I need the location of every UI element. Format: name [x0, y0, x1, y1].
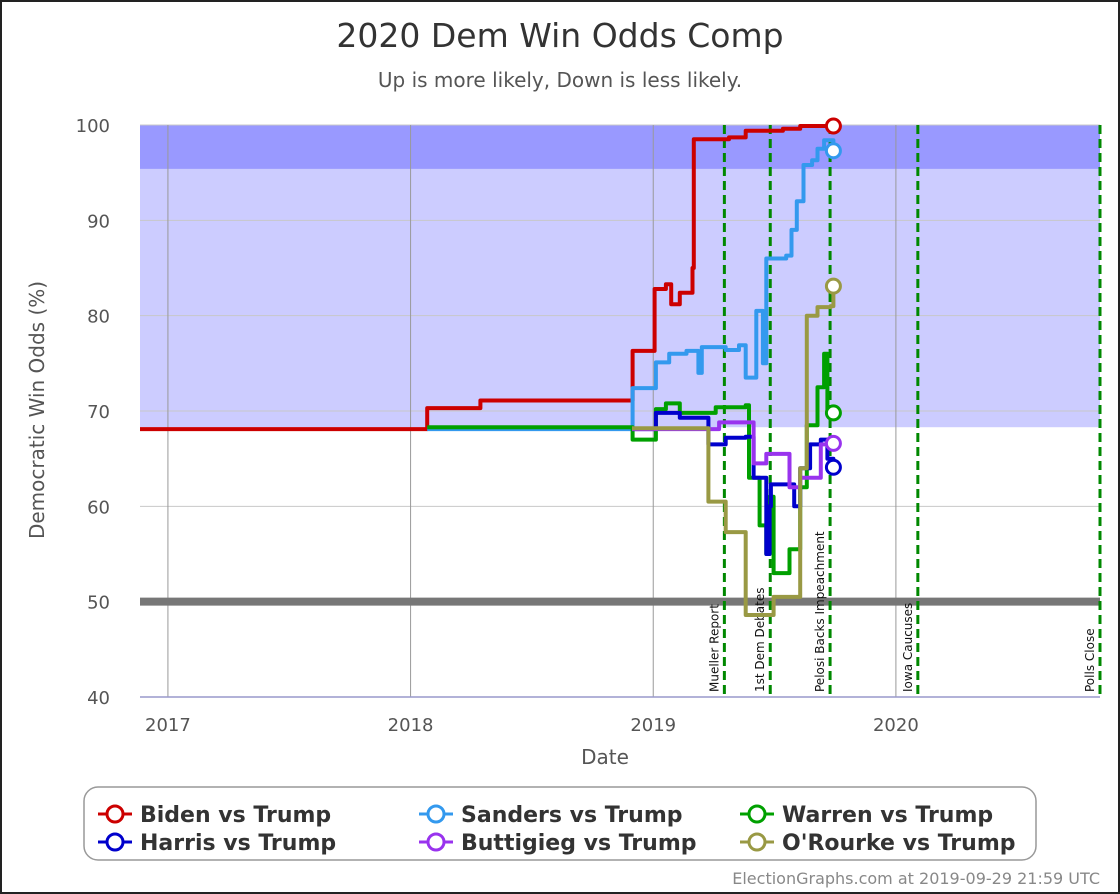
legend-swatch-marker-4: [426, 832, 446, 852]
series-line-1: [427, 138, 836, 432]
x-tick-label-2019: 2019: [630, 715, 676, 736]
credit-text: ElectionGraphs.com at 2019-09-29 21:59 U…: [732, 869, 1100, 888]
series-line-5: [632, 286, 836, 617]
legend-swatch-marker-1: [426, 804, 446, 824]
series-endpoint-0: [824, 117, 842, 135]
y-tick-label-70: 70: [87, 402, 110, 423]
legend-swatch-marker-3: [105, 832, 125, 852]
series-endpoint-5: [824, 277, 842, 295]
legend-item-0: Biden vs Trump: [140, 803, 331, 828]
series-layer: [140, 117, 842, 617]
x-tick-label-2020: 2020: [873, 715, 919, 736]
x-tick-label-2018: 2018: [388, 715, 434, 736]
y-tick-label-80: 80: [87, 307, 110, 328]
legend: Biden vs Trump Sanders vs Trump Warren vs …: [83, 786, 1037, 861]
band-layer: [140, 125, 1100, 428]
legend-swatch-marker-5: [747, 832, 767, 852]
x-tick-label-2017: 2017: [145, 715, 191, 736]
series-endpoint-2: [824, 404, 842, 422]
legend-swatch-marker-0: [105, 804, 125, 824]
y-tick-label-50: 50: [87, 593, 110, 614]
legend-item-1: Sanders vs Trump: [461, 803, 683, 828]
event-label-1: 1st Dem Debates: [753, 588, 767, 692]
series-endpoint-4: [824, 434, 842, 452]
series-endpoint-1: [824, 142, 842, 160]
band-0: [140, 125, 1100, 428]
event-label-3: Iowa Caucuses: [901, 603, 915, 692]
series-endpoint-3: [824, 458, 842, 476]
legend-item-2: Warren vs Trump: [782, 803, 993, 828]
event-label-0: Mueller Report: [707, 604, 721, 692]
y-tick-label-40: 40: [87, 688, 110, 709]
chart-title: 2020 Dem Win Odds Comp: [336, 16, 783, 55]
y-axis-label: Democratic Win Odds (%): [25, 281, 49, 539]
band-1: [140, 125, 1100, 169]
legend-swatch-marker-2: [747, 804, 767, 824]
x-axis-label: Date: [581, 745, 629, 769]
chart-subtitle: Up is more likely, Down is less likely.: [378, 68, 742, 92]
legend-box: [83, 786, 1037, 861]
legend-item-5: O'Rourke vs Trump: [782, 831, 1016, 856]
event-label-4: Polls Close: [1083, 628, 1097, 692]
series-line-3: [632, 410, 836, 556]
tick-layer: 40 50 60 70 80 90 100 2017 2018 2019 2020: [76, 116, 919, 736]
y-tick-label-100: 100: [76, 116, 110, 137]
y-tick-label-60: 60: [87, 497, 110, 518]
event-label-2: Pelosi Backs Impeachment: [813, 531, 827, 692]
legend-item-3: Harris vs Trump: [140, 831, 336, 856]
legend-item-4: Buttigieg vs Trump: [461, 831, 697, 856]
event-layer: Mueller Report 1st Dem Debates Pelosi Back…: [707, 125, 1102, 697]
series-line-4: [632, 420, 836, 490]
y-tick-label-90: 90: [87, 211, 110, 232]
series-line-0: [140, 124, 834, 432]
